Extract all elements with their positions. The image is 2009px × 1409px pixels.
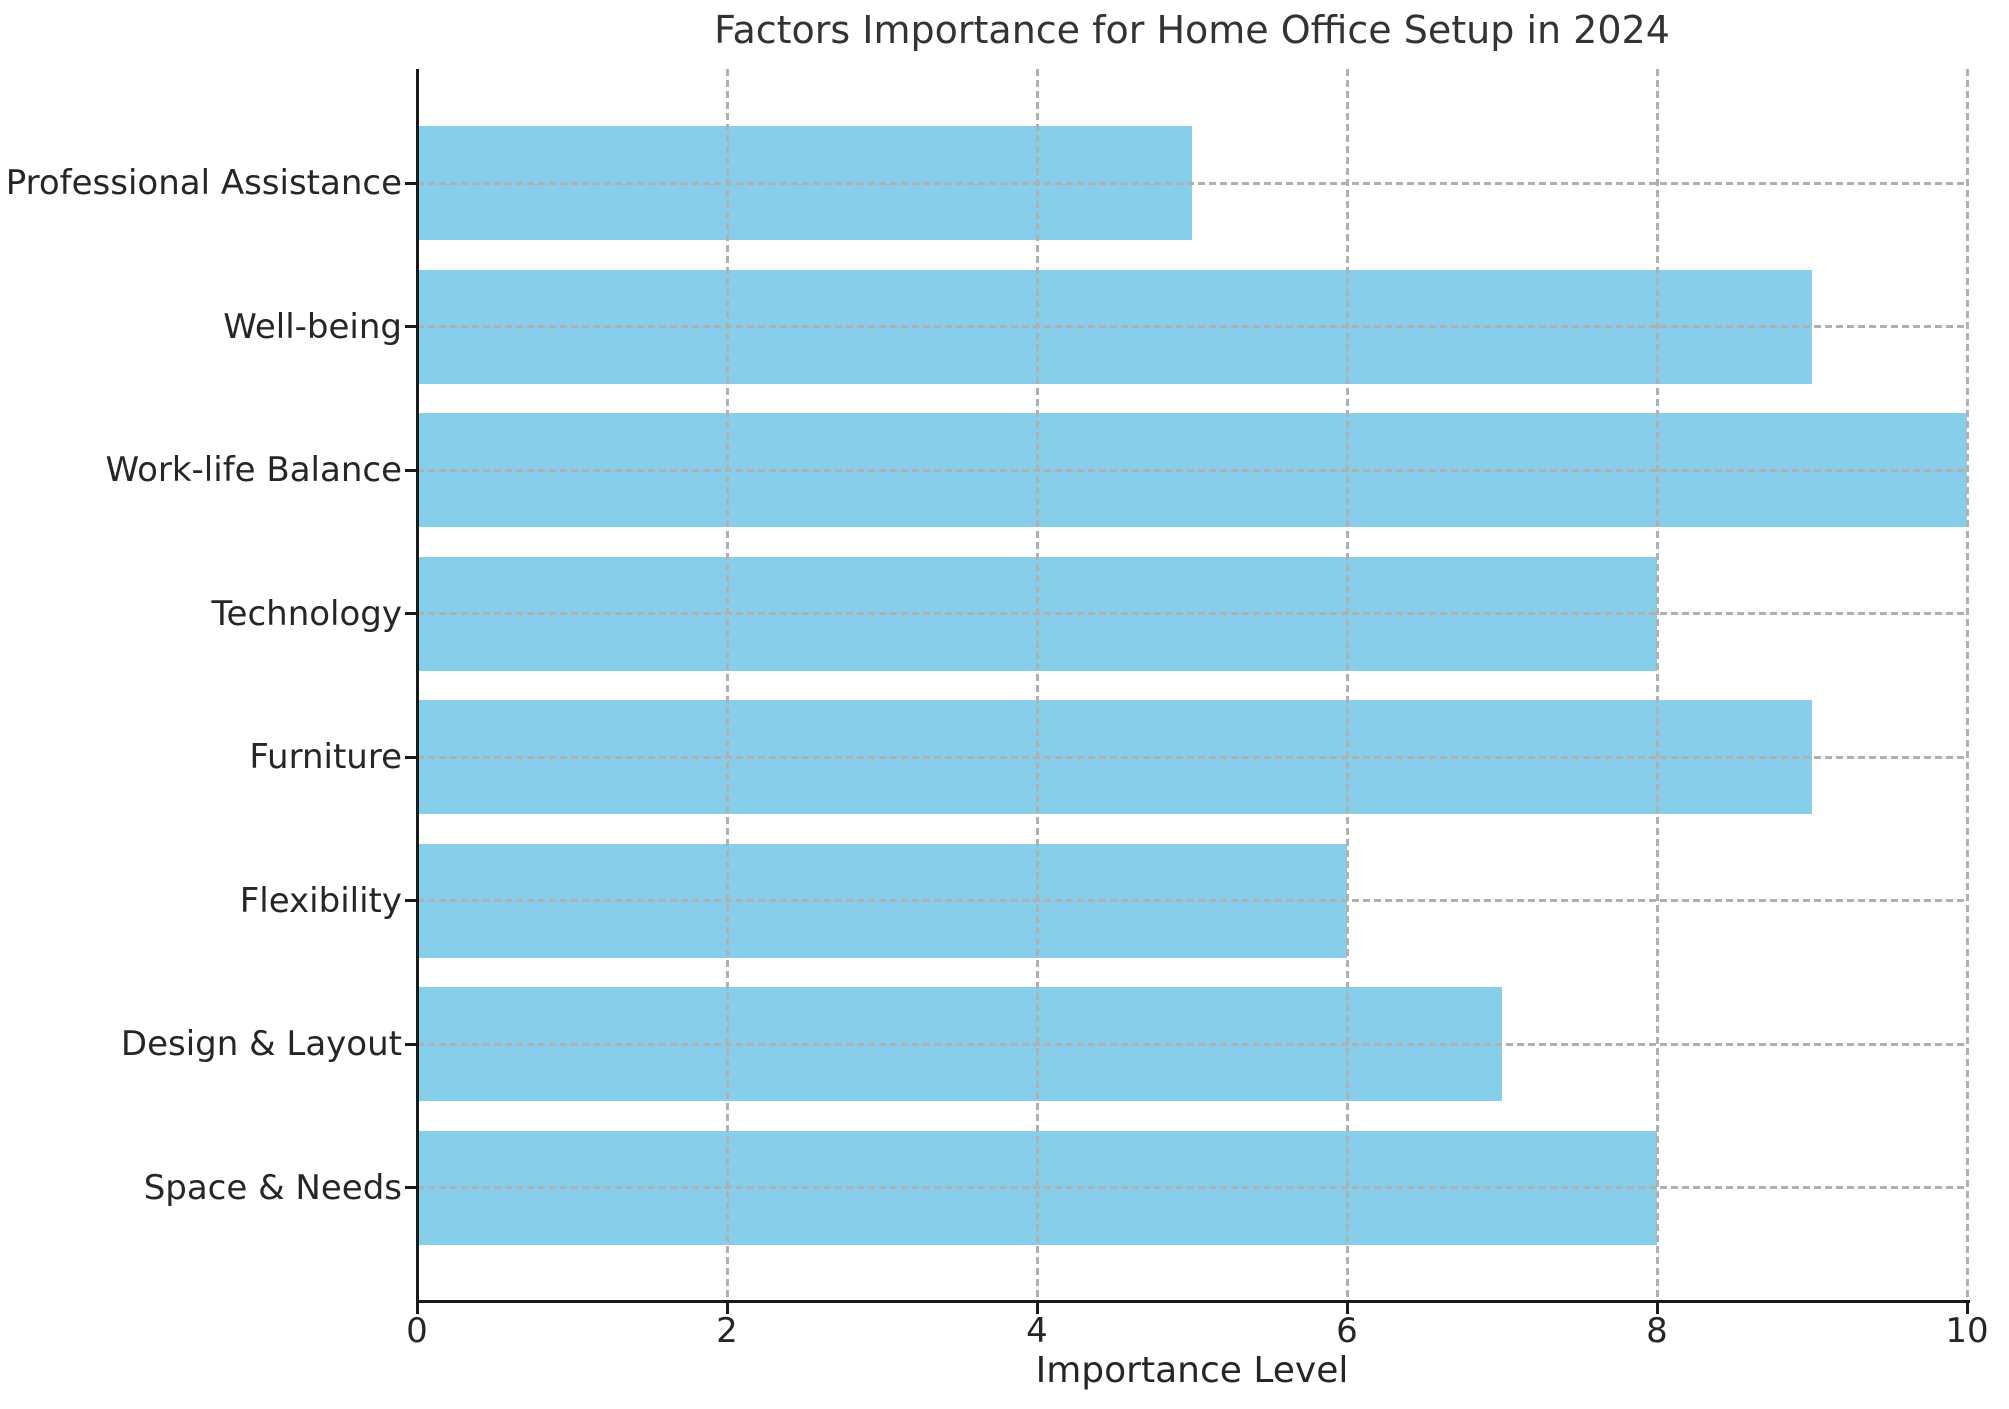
y-tick-label-professional-assistance: Professional Assistance	[5, 163, 402, 203]
x-tick-label-10: 10	[1945, 1311, 1989, 1351]
v-gridline-2	[725, 69, 729, 1302]
y-tick-label-flexibility: Flexibility	[239, 880, 402, 921]
y-tick-label-well-being: Well-being	[223, 306, 402, 347]
h-gridline	[417, 1042, 1967, 1046]
y-axis-line	[416, 69, 419, 1303]
x-tick-label-8: 8	[1646, 1311, 1668, 1351]
x-tick-mark-0	[415, 1303, 419, 1314]
y-tick-mark	[405, 325, 416, 329]
x-axis-line	[416, 1300, 1970, 1303]
y-tick-mark	[405, 1042, 416, 1046]
y-tick-mark	[405, 899, 416, 903]
y-tick-mark	[405, 612, 416, 616]
v-gridline-10	[1965, 69, 1969, 1302]
v-gridline-6	[1345, 69, 1349, 1302]
h-gridline	[417, 468, 1967, 472]
x-tick-mark-6	[1345, 1303, 1349, 1314]
x-tick-mark-8	[1655, 1303, 1659, 1314]
y-tick-mark	[405, 1186, 416, 1190]
y-tick-mark	[405, 181, 416, 185]
h-gridline	[417, 755, 1967, 759]
h-gridline	[417, 899, 1967, 903]
v-gridline-4	[1035, 69, 1039, 1302]
plot-area	[417, 69, 1969, 1302]
x-tick-label-2: 2	[716, 1311, 738, 1351]
h-gridline	[417, 181, 1967, 185]
x-tick-label-0: 0	[406, 1311, 428, 1351]
x-tick-mark-2	[725, 1303, 729, 1314]
y-tick-label-furniture: Furniture	[249, 737, 402, 778]
y-tick-label-space-needs: Space & Needs	[143, 1167, 402, 1208]
y-tick-mark	[405, 755, 416, 759]
x-tick-label-6: 6	[1336, 1311, 1358, 1351]
chart-title: Factors Importance for Home Office Setup…	[714, 8, 1670, 52]
y-tick-label-technology: Technology	[211, 593, 402, 634]
x-tick-mark-10	[1965, 1303, 1969, 1314]
x-axis-label: Importance Level	[1035, 1350, 1349, 1391]
y-tick-label-design-layout: Design & Layout	[120, 1024, 402, 1065]
y-tick-mark	[405, 468, 416, 472]
x-tick-label-4: 4	[1026, 1311, 1048, 1351]
h-gridline	[417, 325, 1967, 329]
h-gridline	[417, 612, 1967, 616]
v-gridline-8	[1655, 69, 1659, 1302]
y-tick-label-work-life-balance: Work-life Balance	[105, 450, 402, 491]
x-tick-mark-4	[1035, 1303, 1039, 1314]
h-gridline	[417, 1186, 1967, 1190]
